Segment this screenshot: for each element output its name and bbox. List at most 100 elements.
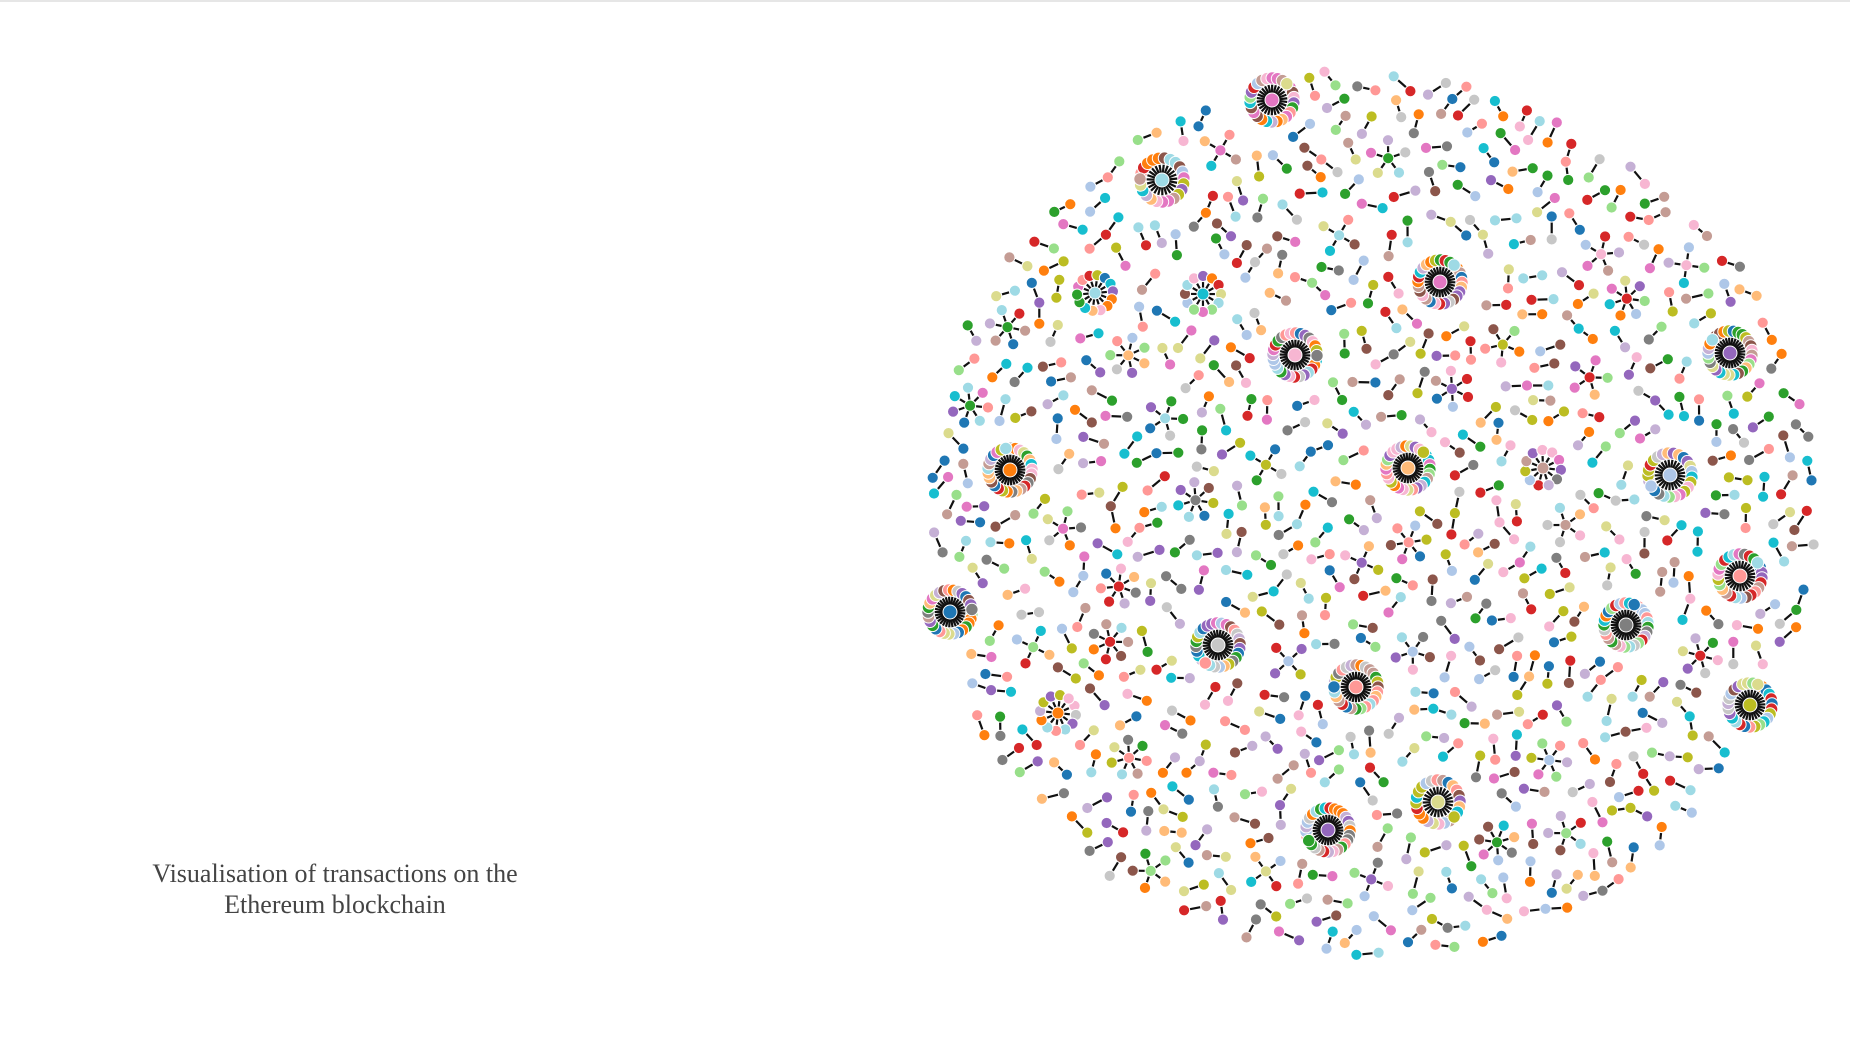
address-node	[1435, 614, 1448, 627]
address-node	[1807, 538, 1820, 551]
star-leaf-node	[1699, 667, 1712, 680]
address-node	[1710, 435, 1723, 448]
address-node	[1547, 293, 1560, 306]
star-leaf-node	[1128, 570, 1141, 584]
star-leaf-node	[1588, 388, 1601, 401]
star-center-node	[1595, 248, 1608, 261]
address-node	[1310, 638, 1323, 651]
star-center-node	[1365, 873, 1378, 886]
address-node	[1576, 407, 1589, 420]
address-node	[1562, 676, 1576, 690]
address-node	[1350, 923, 1363, 937]
address-node	[1211, 800, 1225, 813]
address-node	[1304, 445, 1317, 458]
address-node	[1239, 376, 1253, 389]
address-node	[1439, 548, 1452, 561]
hub-leaf-node	[1447, 810, 1461, 824]
address-node	[1508, 533, 1521, 546]
hub-leaf-node	[1750, 556, 1765, 570]
star-leaf-node	[1043, 648, 1056, 661]
star-leaf-node	[1126, 366, 1139, 379]
address-node	[1025, 552, 1038, 566]
star-leaf-node	[1043, 534, 1056, 547]
star-leaf-node	[1110, 363, 1124, 376]
address-node	[1258, 688, 1271, 701]
address-node	[1657, 676, 1670, 689]
address-node	[1593, 655, 1607, 668]
address-node	[1351, 80, 1364, 93]
address-node	[1100, 816, 1113, 830]
address-node	[1545, 886, 1558, 899]
address-node	[1309, 536, 1322, 549]
address-node	[1638, 238, 1651, 251]
address-node	[1169, 841, 1182, 854]
address-node	[1488, 156, 1501, 169]
address-node	[1750, 289, 1763, 302]
address-node	[1294, 576, 1307, 590]
address-node	[1192, 583, 1206, 596]
address-node	[1658, 190, 1671, 203]
address-node	[1643, 690, 1656, 703]
address-node	[1482, 557, 1495, 570]
star-leaf-node	[1381, 134, 1395, 147]
address-node	[1521, 718, 1534, 731]
address-node	[1642, 333, 1655, 346]
address-node	[1756, 316, 1769, 329]
address-node	[1413, 413, 1427, 426]
address-node	[1077, 430, 1090, 443]
hub-node	[1287, 347, 1303, 363]
address-node	[983, 634, 996, 648]
address-node	[1524, 540, 1537, 553]
address-node	[1484, 174, 1498, 187]
star-leaf-node	[1019, 657, 1032, 670]
star-leaf-node	[958, 416, 971, 429]
star-leaf-node	[1274, 854, 1287, 868]
hub-leaf-node	[1751, 677, 1765, 692]
address-node	[1193, 755, 1206, 768]
address-node	[1298, 627, 1311, 640]
address-node	[1561, 309, 1574, 322]
address-node	[1500, 892, 1513, 905]
address-node	[1577, 889, 1590, 903]
address-node	[1610, 757, 1623, 771]
address-node	[1480, 903, 1493, 916]
address-node	[1295, 609, 1309, 622]
address-node	[1285, 782, 1298, 795]
address-node	[1463, 640, 1476, 653]
address-node	[1542, 660, 1556, 673]
address-node	[1198, 698, 1212, 711]
star-leaf-node	[1317, 220, 1330, 233]
address-node	[1777, 387, 1790, 400]
address-node	[1314, 171, 1327, 184]
address-node	[1524, 855, 1537, 868]
address-node	[1419, 141, 1433, 154]
address-node	[1274, 712, 1287, 726]
address-node	[1291, 399, 1304, 412]
address-node	[1605, 804, 1619, 817]
address-node	[1404, 85, 1417, 98]
star-leaf-node	[1118, 597, 1131, 610]
address-node	[1008, 284, 1022, 297]
star-leaf-node	[1409, 519, 1422, 532]
address-node	[1456, 428, 1470, 441]
hub-node	[1051, 706, 1065, 720]
address-node	[1187, 220, 1200, 233]
address-node	[1586, 332, 1599, 346]
address-node	[1139, 239, 1153, 252]
address-node	[1149, 267, 1162, 280]
star-leaf-node	[1487, 323, 1500, 336]
address-node	[1615, 478, 1628, 491]
address-node	[1448, 940, 1461, 954]
address-node	[1330, 909, 1343, 922]
address-node	[1092, 327, 1105, 340]
star-leaf-node	[1205, 159, 1218, 172]
address-node	[1677, 410, 1691, 423]
address-node	[1321, 521, 1334, 534]
address-node	[1457, 839, 1470, 852]
address-node	[954, 514, 967, 527]
address-node	[978, 729, 991, 742]
address-node	[1150, 447, 1163, 460]
star-leaf-node	[1115, 649, 1128, 663]
address-node	[1051, 661, 1065, 674]
address-node	[1482, 247, 1495, 260]
